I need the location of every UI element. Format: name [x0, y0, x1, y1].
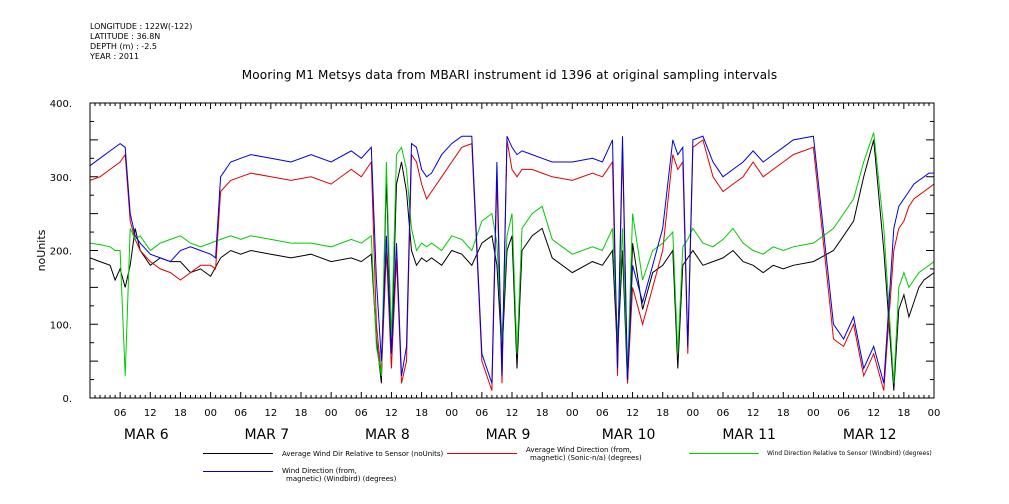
y-tick-label: 100. — [50, 320, 72, 331]
x-hour-label: 00 — [686, 408, 699, 419]
legend-label-blue: Wind Direction (from, magnetic) (Windbir… — [282, 467, 396, 483]
x-hour-label: 00 — [445, 408, 458, 419]
x-hour-label: 12 — [385, 408, 398, 419]
x-hour-label: 06 — [837, 408, 850, 419]
x-day-label: MAR 11 — [722, 427, 776, 443]
legend-text: magnetic) (Windbird) (degrees) — [286, 475, 397, 483]
x-day-label: MAR 10 — [602, 427, 656, 443]
x-hour-label: 06 — [717, 408, 730, 419]
x-hour-label: 18 — [415, 408, 428, 419]
legend-line-green — [689, 453, 759, 454]
x-hour-label: 18 — [174, 408, 187, 419]
legend-text: Wind Direction (from, — [282, 467, 357, 475]
depth-text: DEPTH (m) : -2.5 — [90, 42, 157, 51]
y-tick-label: 0. — [62, 394, 72, 405]
y-tick-label: 300. — [50, 173, 72, 184]
x-hour-label: 18 — [656, 408, 669, 419]
x-hour-label: 06 — [475, 408, 488, 419]
series-line-0 — [89, 139, 935, 391]
legend-line-blue — [203, 471, 273, 472]
x-hour-label: 00 — [928, 408, 941, 419]
x-day-label: MAR 7 — [244, 427, 289, 443]
x-hour-label: 18 — [897, 408, 910, 419]
x-hour-label: 18 — [536, 408, 549, 419]
x-hour-label: 06 — [596, 408, 609, 419]
longitude-text: LONGITUDE : 122W(-122) — [90, 22, 193, 31]
x-hour-label: 18 — [777, 408, 790, 419]
x-hour-label: 12 — [867, 408, 880, 419]
x-hour-label: 06 — [234, 408, 247, 419]
x-hour-label: 00 — [325, 408, 338, 419]
x-day-label: MAR 9 — [486, 427, 531, 443]
x-hour-label: 12 — [264, 408, 277, 419]
x-day-label: MAR 6 — [124, 427, 169, 443]
x-hour-label: 18 — [295, 408, 308, 419]
legend-label-red: Average Wind Direction (from, magnetic) … — [526, 446, 642, 462]
chart-title: Mooring M1 Metsys data from MBARI instru… — [241, 68, 778, 82]
x-hour-label: 12 — [747, 408, 760, 419]
x-day-label: MAR 8 — [365, 427, 410, 443]
x-hour-label: 00 — [807, 408, 820, 419]
x-hour-label: 06 — [114, 408, 127, 419]
metadata-block: LONGITUDE : 122W(-122) LATITUDE : 36.8N … — [90, 22, 192, 62]
x-day-label: MAR 12 — [843, 427, 897, 443]
legend-text: magnetic) (Sonic-n/a) (degrees) — [530, 454, 642, 462]
x-hour-label: 06 — [355, 408, 368, 419]
legend-line-black — [203, 453, 273, 454]
series-line-2 — [89, 132, 935, 384]
x-hour-label: 12 — [506, 408, 519, 419]
x-hour-label: 00 — [566, 408, 579, 419]
y-tick-label: 200. — [50, 247, 72, 258]
x-hour-label: 00 — [204, 408, 217, 419]
legend-label-black: Average Wind Dir Relative to Sensor (noU… — [282, 450, 443, 458]
legend-text: Average Wind Direction (from, — [526, 446, 632, 454]
y-tick-label: 400. — [50, 99, 72, 110]
year-text: YEAR : 2011 — [90, 52, 140, 61]
series-line-3 — [89, 135, 934, 384]
legend-line-red — [447, 453, 517, 454]
legend-label-green: Wind Direction Relative to Sensor (Windb… — [767, 450, 932, 458]
latitude-text: LATITUDE : 36.8N — [90, 32, 161, 41]
x-hour-label: 12 — [144, 408, 157, 419]
y-axis-label: noUnits — [35, 229, 48, 271]
series-line-1 — [89, 139, 935, 391]
x-hour-label: 12 — [626, 408, 639, 419]
legend-text: Average Wind Dir Relative to Sensor (noU… — [282, 450, 444, 458]
legend-text: Wind Direction Relative to Sensor (Windb… — [767, 450, 932, 457]
